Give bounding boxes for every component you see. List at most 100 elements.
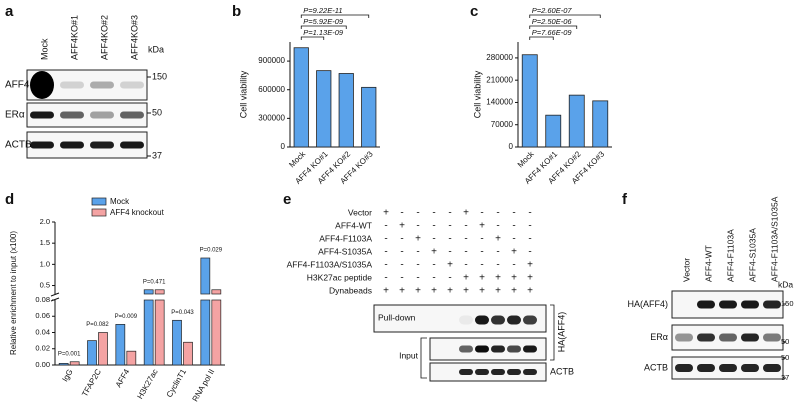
band xyxy=(459,315,473,325)
y-tick-label: 280000 xyxy=(486,53,513,62)
sign: - xyxy=(432,260,435,271)
sign: - xyxy=(384,260,387,271)
marker-label: 50 xyxy=(781,353,789,362)
bar xyxy=(211,289,222,295)
y-axis-title: Cell viability xyxy=(472,70,482,118)
sign: - xyxy=(432,221,435,232)
band xyxy=(697,364,715,372)
band xyxy=(763,333,781,342)
band xyxy=(675,364,693,372)
sign: - xyxy=(448,247,451,258)
sign: - xyxy=(384,247,387,258)
band xyxy=(475,315,489,325)
legend-label: Mock xyxy=(110,197,130,206)
panel-label: b xyxy=(232,3,241,20)
sign: - xyxy=(416,208,419,219)
input-bracket xyxy=(420,337,427,379)
sign: - xyxy=(528,208,531,219)
band xyxy=(491,315,505,325)
x-tick-label: Mock xyxy=(516,149,537,170)
band xyxy=(60,141,84,149)
sign: - xyxy=(432,234,435,245)
band xyxy=(491,345,505,353)
condition-label: H3K27ac peptide xyxy=(307,272,372,282)
panel-label: c xyxy=(470,3,478,20)
band xyxy=(697,333,715,342)
bar xyxy=(58,363,69,366)
sign: - xyxy=(496,260,499,271)
p-value: P=2.60E-07 xyxy=(532,6,573,15)
sign: - xyxy=(512,260,515,271)
y-tick-label: 210000 xyxy=(486,75,513,84)
significance-bracket xyxy=(300,36,325,40)
p-value: P=0.029 xyxy=(200,248,223,254)
y-tick-label: 0.08 xyxy=(35,295,50,304)
p-value: P=9.22E-11 xyxy=(303,6,342,15)
sign: + xyxy=(495,273,501,284)
y-tick-label: 0 xyxy=(509,142,514,151)
marker-label: 37 xyxy=(152,150,162,160)
lane-label: AFF4-WT xyxy=(703,245,713,282)
sign: + xyxy=(383,286,389,297)
band xyxy=(675,333,693,342)
band xyxy=(475,345,489,353)
y-tick-label: 0.5 xyxy=(40,281,50,290)
x-tick-label: RNA pol II xyxy=(191,368,217,404)
blot-frame xyxy=(373,304,547,333)
y-axis-title: Cell viability xyxy=(238,70,248,118)
band xyxy=(763,364,781,372)
sign: - xyxy=(384,273,387,284)
sign: - xyxy=(496,208,499,219)
condition-label: AFF4-S1035A xyxy=(318,246,372,256)
blot-label: Input xyxy=(399,350,419,360)
p-value: P=0.471 xyxy=(143,279,166,285)
sign: - xyxy=(480,208,483,219)
legend-swatch xyxy=(91,197,107,206)
bar xyxy=(316,70,332,148)
significance-bracket xyxy=(529,36,554,40)
panel-label: f xyxy=(622,191,628,208)
sign: - xyxy=(464,234,467,245)
unit-label: kDa xyxy=(148,44,164,54)
y-axis-title: Relative enrichment to input (x100) xyxy=(9,231,18,355)
sign: - xyxy=(448,221,451,232)
legend-label: AFF4 knockout xyxy=(110,208,165,217)
band xyxy=(741,333,759,342)
sign: + xyxy=(527,273,533,284)
sign: - xyxy=(448,273,451,284)
p-value: P=0.001 xyxy=(58,351,81,357)
y-tick-label: 1.0 xyxy=(40,259,50,268)
lane-label: AFF4-F1103A xyxy=(725,229,735,282)
marker-label: 37 xyxy=(781,373,789,382)
significance-bracket xyxy=(529,14,601,18)
sign: - xyxy=(400,260,403,271)
sign: - xyxy=(496,247,499,258)
lane-label: AFF4KO#2 xyxy=(99,15,109,60)
y-tick-label: 0.06 xyxy=(35,311,50,320)
band xyxy=(523,345,537,353)
bar xyxy=(87,340,97,366)
row-label: ACTB xyxy=(5,140,32,151)
row-label: AFF4 xyxy=(5,80,30,91)
panel-label: a xyxy=(5,3,14,20)
band xyxy=(491,369,505,375)
bar xyxy=(172,319,182,366)
marker-label: 50 xyxy=(781,337,789,346)
y-tick-label: 600000 xyxy=(258,85,285,94)
sign: - xyxy=(512,234,515,245)
bar xyxy=(126,350,137,366)
marker-label: 150 xyxy=(781,299,794,308)
blot-label: Pull-down xyxy=(378,312,416,322)
sign: - xyxy=(400,273,403,284)
y-tick-label: 900000 xyxy=(258,56,285,65)
marker-label: 150 xyxy=(152,71,167,81)
sign: - xyxy=(480,234,483,245)
x-tick-label: IgG xyxy=(60,368,74,384)
y-tick-label: 140000 xyxy=(486,98,513,107)
band xyxy=(523,315,537,325)
row-label: ERα xyxy=(5,110,25,121)
y-tick-label: 0.04 xyxy=(35,327,50,336)
band xyxy=(507,369,521,375)
condition-label: AFF4-F1103A xyxy=(319,233,372,243)
